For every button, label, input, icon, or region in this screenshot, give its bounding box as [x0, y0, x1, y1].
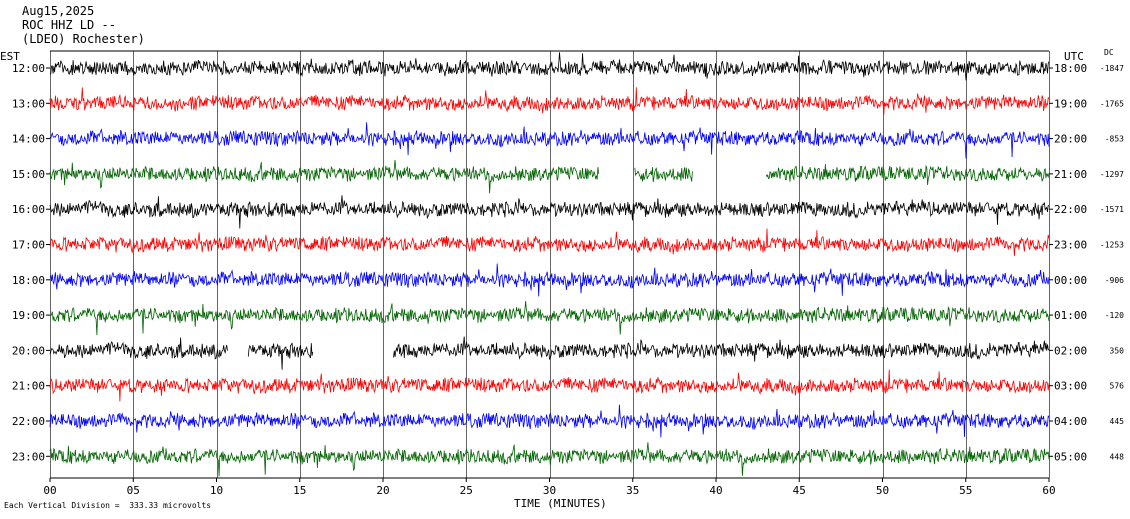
x-tick-label: 35 [626, 484, 639, 497]
x-tick-label: 55 [959, 484, 972, 497]
utc-hour-label: 18:00 [1054, 62, 1087, 75]
x-tick-label: 05 [127, 484, 140, 497]
est-hour-label: 13:00 [12, 97, 45, 110]
est-hour-label: 12:00 [12, 62, 45, 75]
time-axis: 00 05 10 15 20 25 30 35 40 45 50 55 60 [43, 477, 1056, 497]
seismic-trace [49, 404, 1050, 438]
x-tick-label: 40 [709, 484, 722, 497]
est-hour-label: 16:00 [12, 203, 45, 216]
dc-offset-value: 445 [1110, 417, 1125, 426]
dc-offset-value: -120 [1105, 311, 1124, 320]
seismic-trace [49, 442, 1050, 477]
dc-offset-value: 350 [1110, 346, 1125, 355]
dc-offset-value: -1571 [1100, 205, 1124, 214]
utc-hour-label: 00:00 [1054, 274, 1087, 287]
utc-hour-label: 02:00 [1054, 344, 1087, 357]
x-tick-label: 50 [876, 484, 889, 497]
est-hour-label: 15:00 [12, 168, 45, 181]
x-tick-label: 00 [43, 484, 56, 497]
est-hour-label: 20:00 [12, 344, 45, 357]
est-hour-label: 22:00 [12, 415, 45, 428]
station-code: ROC HHZ LD -- [22, 18, 116, 32]
x-tick-label: 10 [210, 484, 223, 497]
est-hour-label: 14:00 [12, 133, 45, 146]
x-tick-label: 30 [543, 484, 556, 497]
seismic-trace [49, 369, 1050, 402]
seismic-trace [49, 159, 1050, 194]
utc-hour-label: 04:00 [1054, 415, 1087, 428]
utc-hour-label: 01:00 [1054, 309, 1087, 322]
dc-offset-value: -906 [1105, 276, 1124, 285]
dc-offset-value: -1253 [1100, 241, 1124, 250]
dc-offset-value: -1765 [1100, 99, 1124, 108]
row-labels: 12:00 18:00 -1847 13:00 19:00 -1765 14:00 20:00… [12, 62, 1124, 463]
est-hour-label: 17:00 [12, 239, 45, 252]
scale-note: Each Vertical Division = 333.33 microvol… [4, 501, 212, 510]
dc-offset-value: 448 [1110, 452, 1125, 461]
utc-hour-label: 19:00 [1054, 97, 1087, 110]
est-hour-label: 21:00 [12, 380, 45, 393]
est-hour-label: 18:00 [12, 274, 45, 287]
x-tick-label: 60 [1042, 484, 1055, 497]
dc-offset-value: -1847 [1100, 64, 1124, 73]
x-tick-label: 45 [793, 484, 806, 497]
dc-offset-value: 576 [1110, 382, 1125, 391]
utc-hour-label: 05:00 [1054, 450, 1087, 463]
est-hour-label: 23:00 [12, 450, 45, 463]
dc-offset-value: -853 [1105, 135, 1124, 144]
x-tick-label: 20 [376, 484, 389, 497]
seismic-trace [49, 228, 1050, 257]
network-name: (LDEO) Rochester) [22, 32, 145, 46]
seismic-trace [49, 263, 1050, 297]
est-hour-label: 19:00 [12, 309, 45, 322]
seismic-trace [49, 122, 1050, 159]
seismic-trace [49, 52, 1050, 81]
utc-hour-label: 22:00 [1054, 203, 1087, 216]
x-axis-title: TIME (MINUTES) [514, 497, 607, 510]
plot-date: Aug15,2025 [22, 4, 95, 18]
seismic-trace [49, 336, 1050, 370]
utc-hour-label: 21:00 [1054, 168, 1087, 181]
x-tick-label: 15 [293, 484, 306, 497]
seismic-trace [49, 87, 1050, 115]
right-timezone-label: UTC [1064, 50, 1084, 63]
seismic-trace [49, 301, 1050, 336]
seismic-traces [49, 52, 1050, 477]
x-tick-label: 25 [460, 484, 473, 497]
utc-hour-label: 20:00 [1054, 133, 1087, 146]
utc-hour-label: 03:00 [1054, 380, 1087, 393]
utc-hour-label: 23:00 [1054, 239, 1087, 252]
dc-offset-header: DC [1104, 48, 1114, 57]
dc-offset-value: -1297 [1100, 170, 1124, 179]
minute-gridlines [50, 50, 1050, 478]
seismic-trace [49, 195, 1050, 229]
left-timezone-label: EST [0, 50, 20, 63]
